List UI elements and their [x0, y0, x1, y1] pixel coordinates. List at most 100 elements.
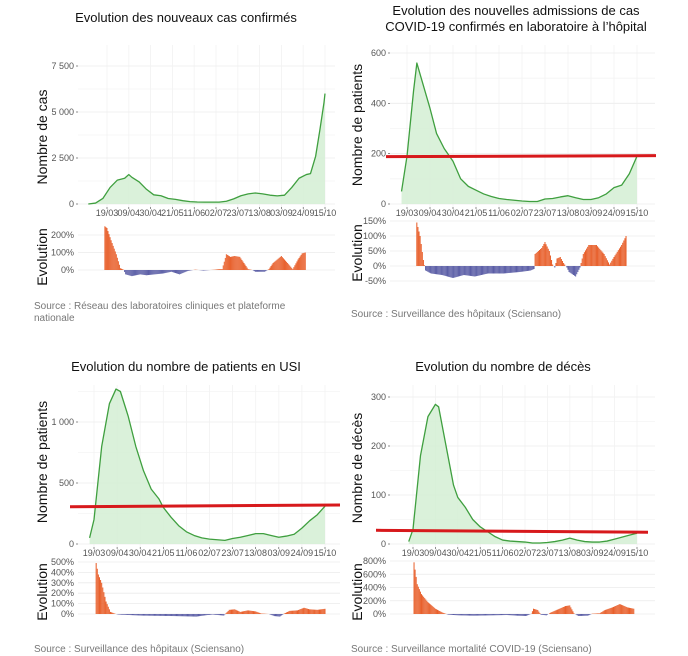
evolution-bar [157, 270, 159, 275]
evolution-bar [581, 258, 583, 266]
evolution-bar [244, 264, 246, 270]
evolution-bar [284, 612, 286, 614]
x-tick-label: 02/07 [205, 208, 228, 218]
evolution-bar [487, 614, 489, 616]
evolution-bar [264, 270, 266, 272]
evolution-bar [453, 266, 455, 278]
evolution-bar [426, 266, 428, 272]
evolution-bar [578, 614, 580, 616]
evolution-bar [512, 266, 514, 273]
x-tick-label: 30/04 [442, 208, 465, 218]
x-tick-label: 03/09 [580, 208, 603, 218]
evolution-bar [234, 256, 236, 270]
evolution-bar [221, 269, 223, 270]
evolution-bar [577, 266, 579, 272]
evolution-bar [203, 270, 205, 271]
x-tick-label: 19/03 [396, 208, 419, 218]
evolution-bar [263, 270, 265, 272]
evolution-bar [473, 614, 475, 616]
evolution-bar [534, 609, 536, 614]
evolution-y-tick-label: 0% [373, 609, 386, 619]
evolution-bar [557, 258, 559, 266]
evolution-bar [136, 270, 138, 276]
evolution-bar [515, 614, 517, 616]
evolution-bar [479, 614, 481, 616]
evolution-bar [118, 614, 120, 615]
evolution-bar [441, 612, 443, 614]
evolution-bar [472, 614, 474, 616]
evolution-bar [238, 611, 240, 614]
evolution-bar [456, 614, 458, 616]
evolution-bar [97, 574, 99, 614]
evolution-bar [222, 265, 224, 270]
evolution-bar [301, 608, 303, 614]
evolution-bar [612, 258, 614, 266]
evolution-bar [571, 609, 573, 614]
evolution-bar [174, 614, 176, 617]
evolution-bar [499, 614, 501, 616]
evolution-bar [416, 584, 418, 614]
evolution-bar [164, 270, 166, 274]
evolution-bar [493, 614, 495, 616]
evolution-bar [419, 591, 421, 614]
evolution-bar [133, 614, 135, 616]
evolution-bar [117, 614, 119, 615]
evolution-bar [285, 612, 287, 614]
evolution-bar [462, 266, 464, 276]
evolution-bar [554, 610, 556, 614]
x-tick-label: 21/05 [465, 208, 488, 218]
evolution-bar [125, 270, 127, 275]
evolution-bar [587, 614, 589, 616]
evolution-y-tick-label: 100% [51, 248, 74, 258]
evolution-bar [428, 266, 430, 273]
chart-title: COVID-19 confirmés en laboratoire à l’hô… [385, 19, 647, 34]
evolution-bar [423, 265, 426, 266]
y-tick-label: 0 [381, 199, 386, 209]
evolution-bar [207, 614, 209, 615]
evolution-bar [227, 610, 229, 614]
evolution-bar [199, 614, 201, 617]
evolution-bar [451, 614, 453, 615]
evolution-bar [124, 270, 126, 273]
evolution-bar [605, 609, 607, 614]
evolution-bar [455, 266, 457, 278]
evolution-bar [463, 614, 465, 616]
evolution-bar [526, 614, 528, 616]
evolution-bar [529, 266, 531, 271]
evolution-bar [497, 266, 499, 274]
evolution-bar [255, 270, 257, 272]
evolution-bar [549, 613, 551, 614]
evolution-bar [498, 266, 500, 274]
evolution-bar [269, 267, 271, 270]
evolution-bar [531, 611, 533, 614]
evolution-bar [245, 610, 247, 614]
evolution-bar [561, 607, 563, 614]
evolution-bar [608, 608, 610, 614]
evolution-bar [518, 614, 520, 616]
evolution-bar [451, 266, 453, 278]
evolution-bar [168, 270, 170, 273]
evolution-bar [149, 270, 151, 275]
evolution-bar [473, 266, 475, 277]
evolution-bar [543, 614, 545, 616]
evolution-bar [104, 226, 106, 270]
evolution-bar [117, 261, 119, 270]
x-tick-label: 13/08 [248, 208, 271, 218]
y-axis-label: Nombre de décès [349, 413, 365, 524]
evolution-bar [515, 266, 518, 273]
evolution-bar [494, 614, 496, 616]
evolution-bar [606, 260, 608, 266]
evolution-bar [272, 614, 274, 616]
evolution-bar [522, 266, 524, 272]
evolution-bar [247, 269, 249, 270]
evolution-bar [296, 610, 298, 614]
evolution-bar [482, 266, 484, 275]
evolution-bar [565, 606, 567, 614]
evolution-bar [581, 614, 583, 616]
evolution-bar [138, 270, 140, 275]
evolution-bar [311, 609, 313, 614]
evolution-bar [604, 256, 606, 266]
evolution-axis-label: Evolution [349, 224, 365, 282]
evolution-y-tick-label: 200% [51, 230, 74, 240]
evolution-bar [166, 270, 168, 273]
